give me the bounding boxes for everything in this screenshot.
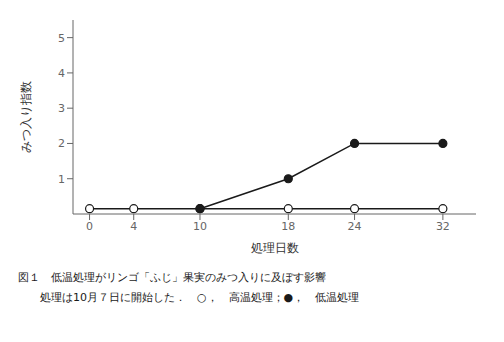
svg-text:処理日数: 処理日数 [251, 241, 299, 255]
svg-text:2: 2 [58, 137, 65, 150]
svg-text:18: 18 [281, 220, 295, 233]
svg-text:4: 4 [58, 67, 65, 80]
svg-text:4: 4 [130, 220, 137, 233]
svg-text:24: 24 [348, 220, 362, 233]
svg-text:3: 3 [58, 102, 65, 115]
svg-text:1: 1 [58, 173, 65, 186]
svg-text:5: 5 [58, 32, 65, 45]
svg-text:みつ入り指数: みつ入り指数 [19, 81, 33, 153]
svg-text:0: 0 [86, 220, 93, 233]
svg-text:10: 10 [193, 220, 207, 233]
html-text:図１ 低温処理がリンゴ「ふじ」果実のみつ入りに及ぼす影響: 図１ 低温処理がリンゴ「ふじ」果実のみつ入りに及ぼす影響 [18, 271, 326, 284]
html-text:処理は10月７日に開始した． ○， 高温処理；●， 低温処理: 処理は10月７日に開始した． ○， 高温処理；●， 低温処理 [18, 291, 360, 304]
svg-text:32: 32 [436, 220, 450, 233]
